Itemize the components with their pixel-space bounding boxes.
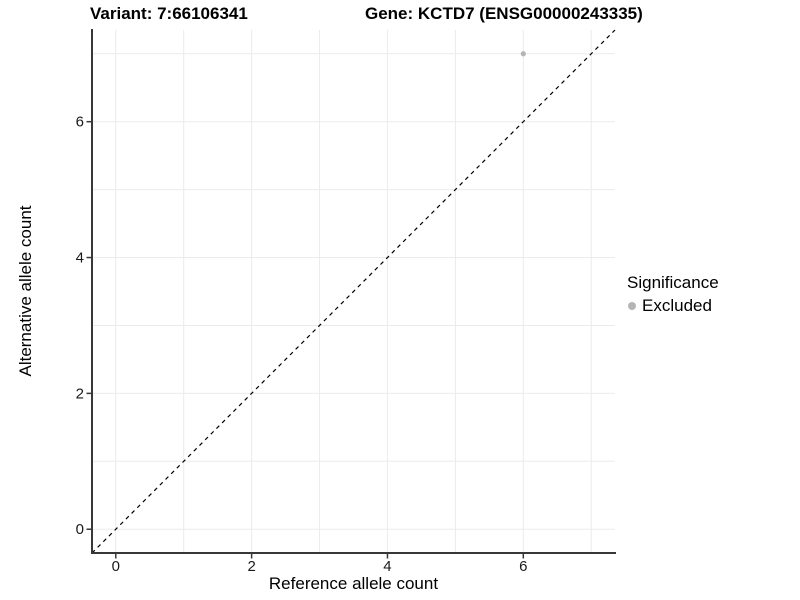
legend-point-swatch (628, 302, 636, 310)
x-tick-label: 0 (112, 558, 120, 575)
x-tick-label: 4 (383, 558, 391, 575)
legend-item-label: Excluded (642, 296, 712, 315)
plot-title-variant: Variant: 7:66106341 (90, 4, 248, 23)
x-tick-label: 2 (247, 558, 255, 575)
y-tick-label: 0 (76, 521, 84, 538)
legend-title: Significance (627, 273, 719, 292)
legend-item-excluded: Excluded (627, 296, 719, 316)
axis-lines (91, 29, 616, 554)
x-tick-label: 6 (519, 558, 527, 575)
legend: Significance Excluded (627, 273, 719, 316)
x-axis-title: Reference allele count (268, 574, 439, 593)
y-tick-label: 2 (76, 385, 84, 402)
y-tick-label: 4 (76, 250, 84, 267)
plot-title-gene: Gene: KCTD7 (ENSG00000243335) (365, 4, 643, 23)
identity-reference-line (91, 29, 616, 554)
data-point (520, 51, 526, 57)
y-tick-label: 6 (76, 114, 84, 131)
y-axis-title: Alternative allele count (16, 205, 35, 377)
